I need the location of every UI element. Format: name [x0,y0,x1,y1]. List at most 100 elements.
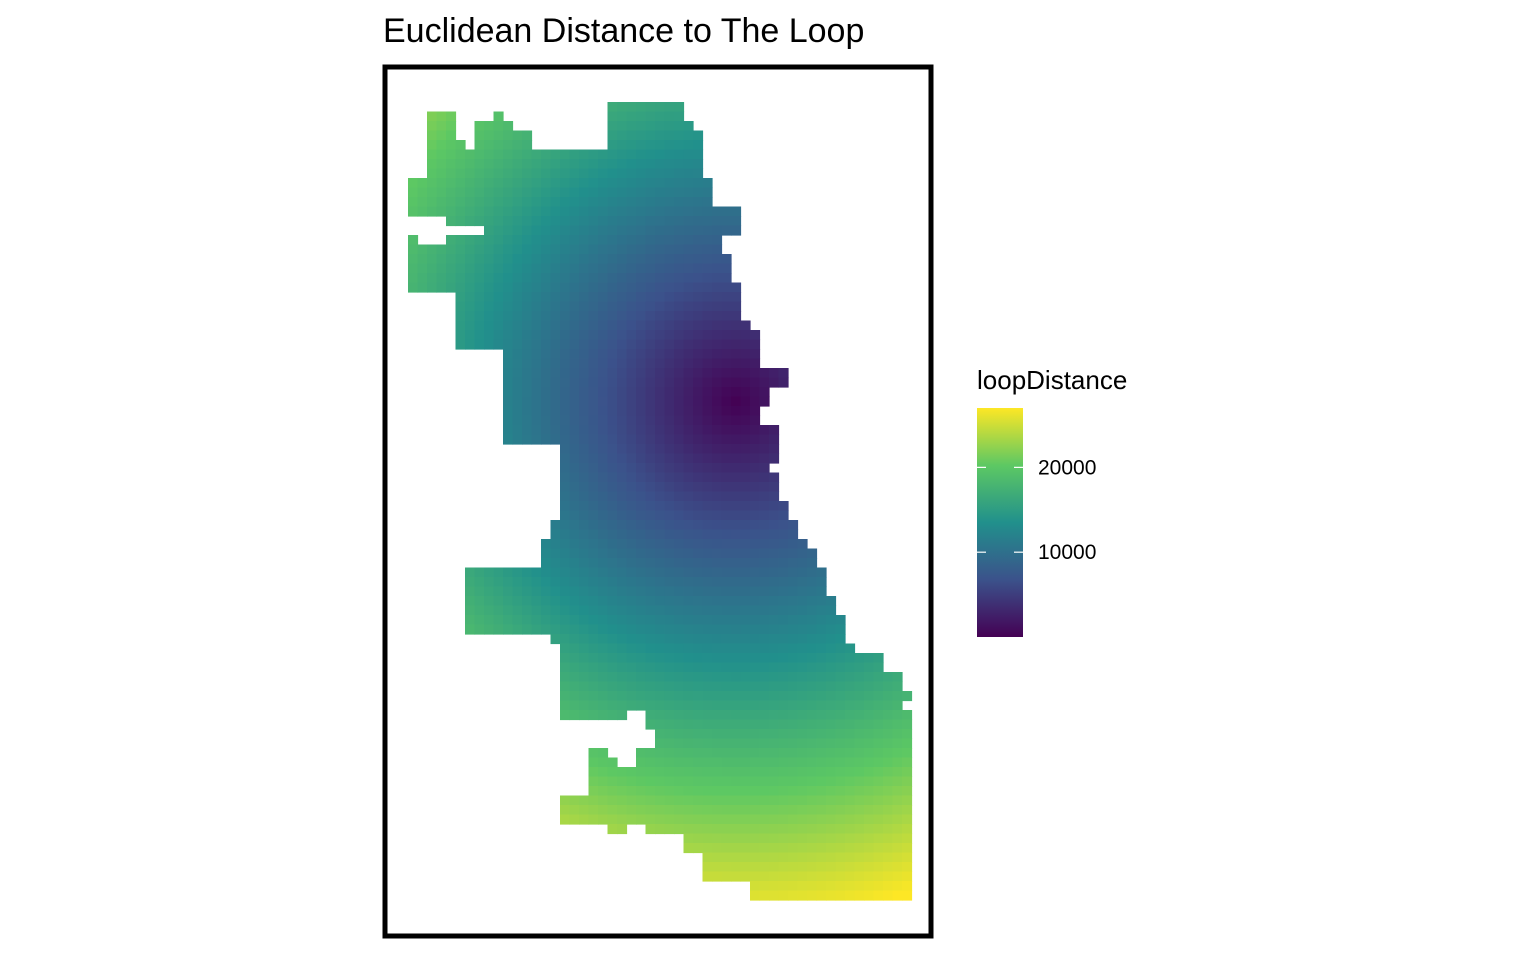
heatmap-cell [598,216,609,227]
heatmap-cell [750,890,761,901]
heatmap-cell [455,140,466,151]
heatmap-cell [778,738,789,749]
heatmap-cell [607,396,618,407]
heatmap-cell [778,795,789,806]
heatmap-cell [807,814,818,825]
heatmap-cell [436,168,447,179]
heatmap-cell [721,634,732,645]
heatmap-cell [512,216,523,227]
heatmap-cell [750,368,761,379]
heatmap-cell [655,577,666,588]
heatmap-cell [569,681,580,692]
heatmap-cell [721,624,732,635]
heatmap-cell [693,833,704,844]
heatmap-cell [626,263,637,274]
heatmap-cell [750,757,761,768]
heatmap-cell [712,729,723,740]
heatmap-cell [864,852,875,863]
heatmap-cell [902,890,913,901]
heatmap-cell [512,406,523,417]
heatmap-cell [636,605,647,616]
heatmap-cell [531,624,542,635]
heatmap-cell [674,206,685,217]
heatmap-cell [569,197,580,208]
heatmap-cell [588,387,599,398]
heatmap-cell [693,767,704,778]
heatmap-cell [531,368,542,379]
heatmap-cell [636,121,647,132]
heatmap-cell [617,767,628,778]
heatmap-cell [531,282,542,293]
heatmap-cell [769,444,780,455]
heatmap-cell [797,700,808,711]
heatmap-cell [807,795,818,806]
heatmap-cell [683,235,694,246]
heatmap-cell [740,482,751,493]
heatmap-cell [664,453,675,464]
heatmap-cell [712,539,723,550]
heatmap-cell [664,539,675,550]
heatmap-cell [541,263,552,274]
heatmap-cell [503,168,514,179]
heatmap-cell [721,254,732,265]
heatmap-cell [512,577,523,588]
heatmap-cell [693,358,704,369]
heatmap-cell [864,814,875,825]
heatmap-cell [560,700,571,711]
heatmap-cell [702,624,713,635]
heatmap-cell [759,681,770,692]
heatmap-cell [588,216,599,227]
heatmap-cell [436,263,447,274]
heatmap-cell [740,624,751,635]
heatmap-cell [712,301,723,312]
heatmap-cell [902,871,913,882]
heatmap-cell [465,615,476,626]
heatmap-cell [569,482,580,493]
heatmap-cell [560,805,571,816]
heatmap-cell [626,140,637,151]
heatmap-cell [655,700,666,711]
heatmap-cell [512,178,523,189]
heatmap-cell [797,776,808,787]
heatmap-cell [769,738,780,749]
heatmap-cell [598,168,609,179]
heatmap-cell [835,805,846,816]
heatmap-cell [493,615,504,626]
heatmap-cell [826,881,837,892]
heatmap-cell [493,339,504,350]
heatmap-cell [636,624,647,635]
heatmap-cell [674,653,685,664]
heatmap-cell [588,244,599,255]
heatmap-cell [826,833,837,844]
heatmap-cell [769,510,780,521]
heatmap-cell [474,235,485,246]
heatmap-cell [683,510,694,521]
heatmap-cell [750,586,761,597]
heatmap-cell [550,235,561,246]
heatmap-cell [854,672,865,683]
heatmap-cell [902,719,913,730]
heatmap-cell [721,434,732,445]
heatmap-cell [750,700,761,711]
heatmap-cell [759,700,770,711]
heatmap-cell [626,605,637,616]
heatmap-cell [474,311,485,322]
heatmap-cell [664,377,675,388]
heatmap-cell [712,330,723,341]
heatmap-cell [712,767,723,778]
heatmap-cell [702,653,713,664]
heatmap-cell [854,833,865,844]
heatmap-cell [759,463,770,474]
heatmap-cell [512,273,523,284]
heatmap-cell [873,776,884,787]
heatmap-cell [683,653,694,664]
heatmap-cell [902,862,913,873]
heatmap-cell [541,244,552,255]
heatmap-cell [731,843,742,854]
heatmap-cell [731,738,742,749]
heatmap-cell [626,548,637,559]
heatmap-cell [712,491,723,502]
heatmap-cell [826,605,837,616]
heatmap-cell [607,149,618,160]
heatmap-cell [873,729,884,740]
